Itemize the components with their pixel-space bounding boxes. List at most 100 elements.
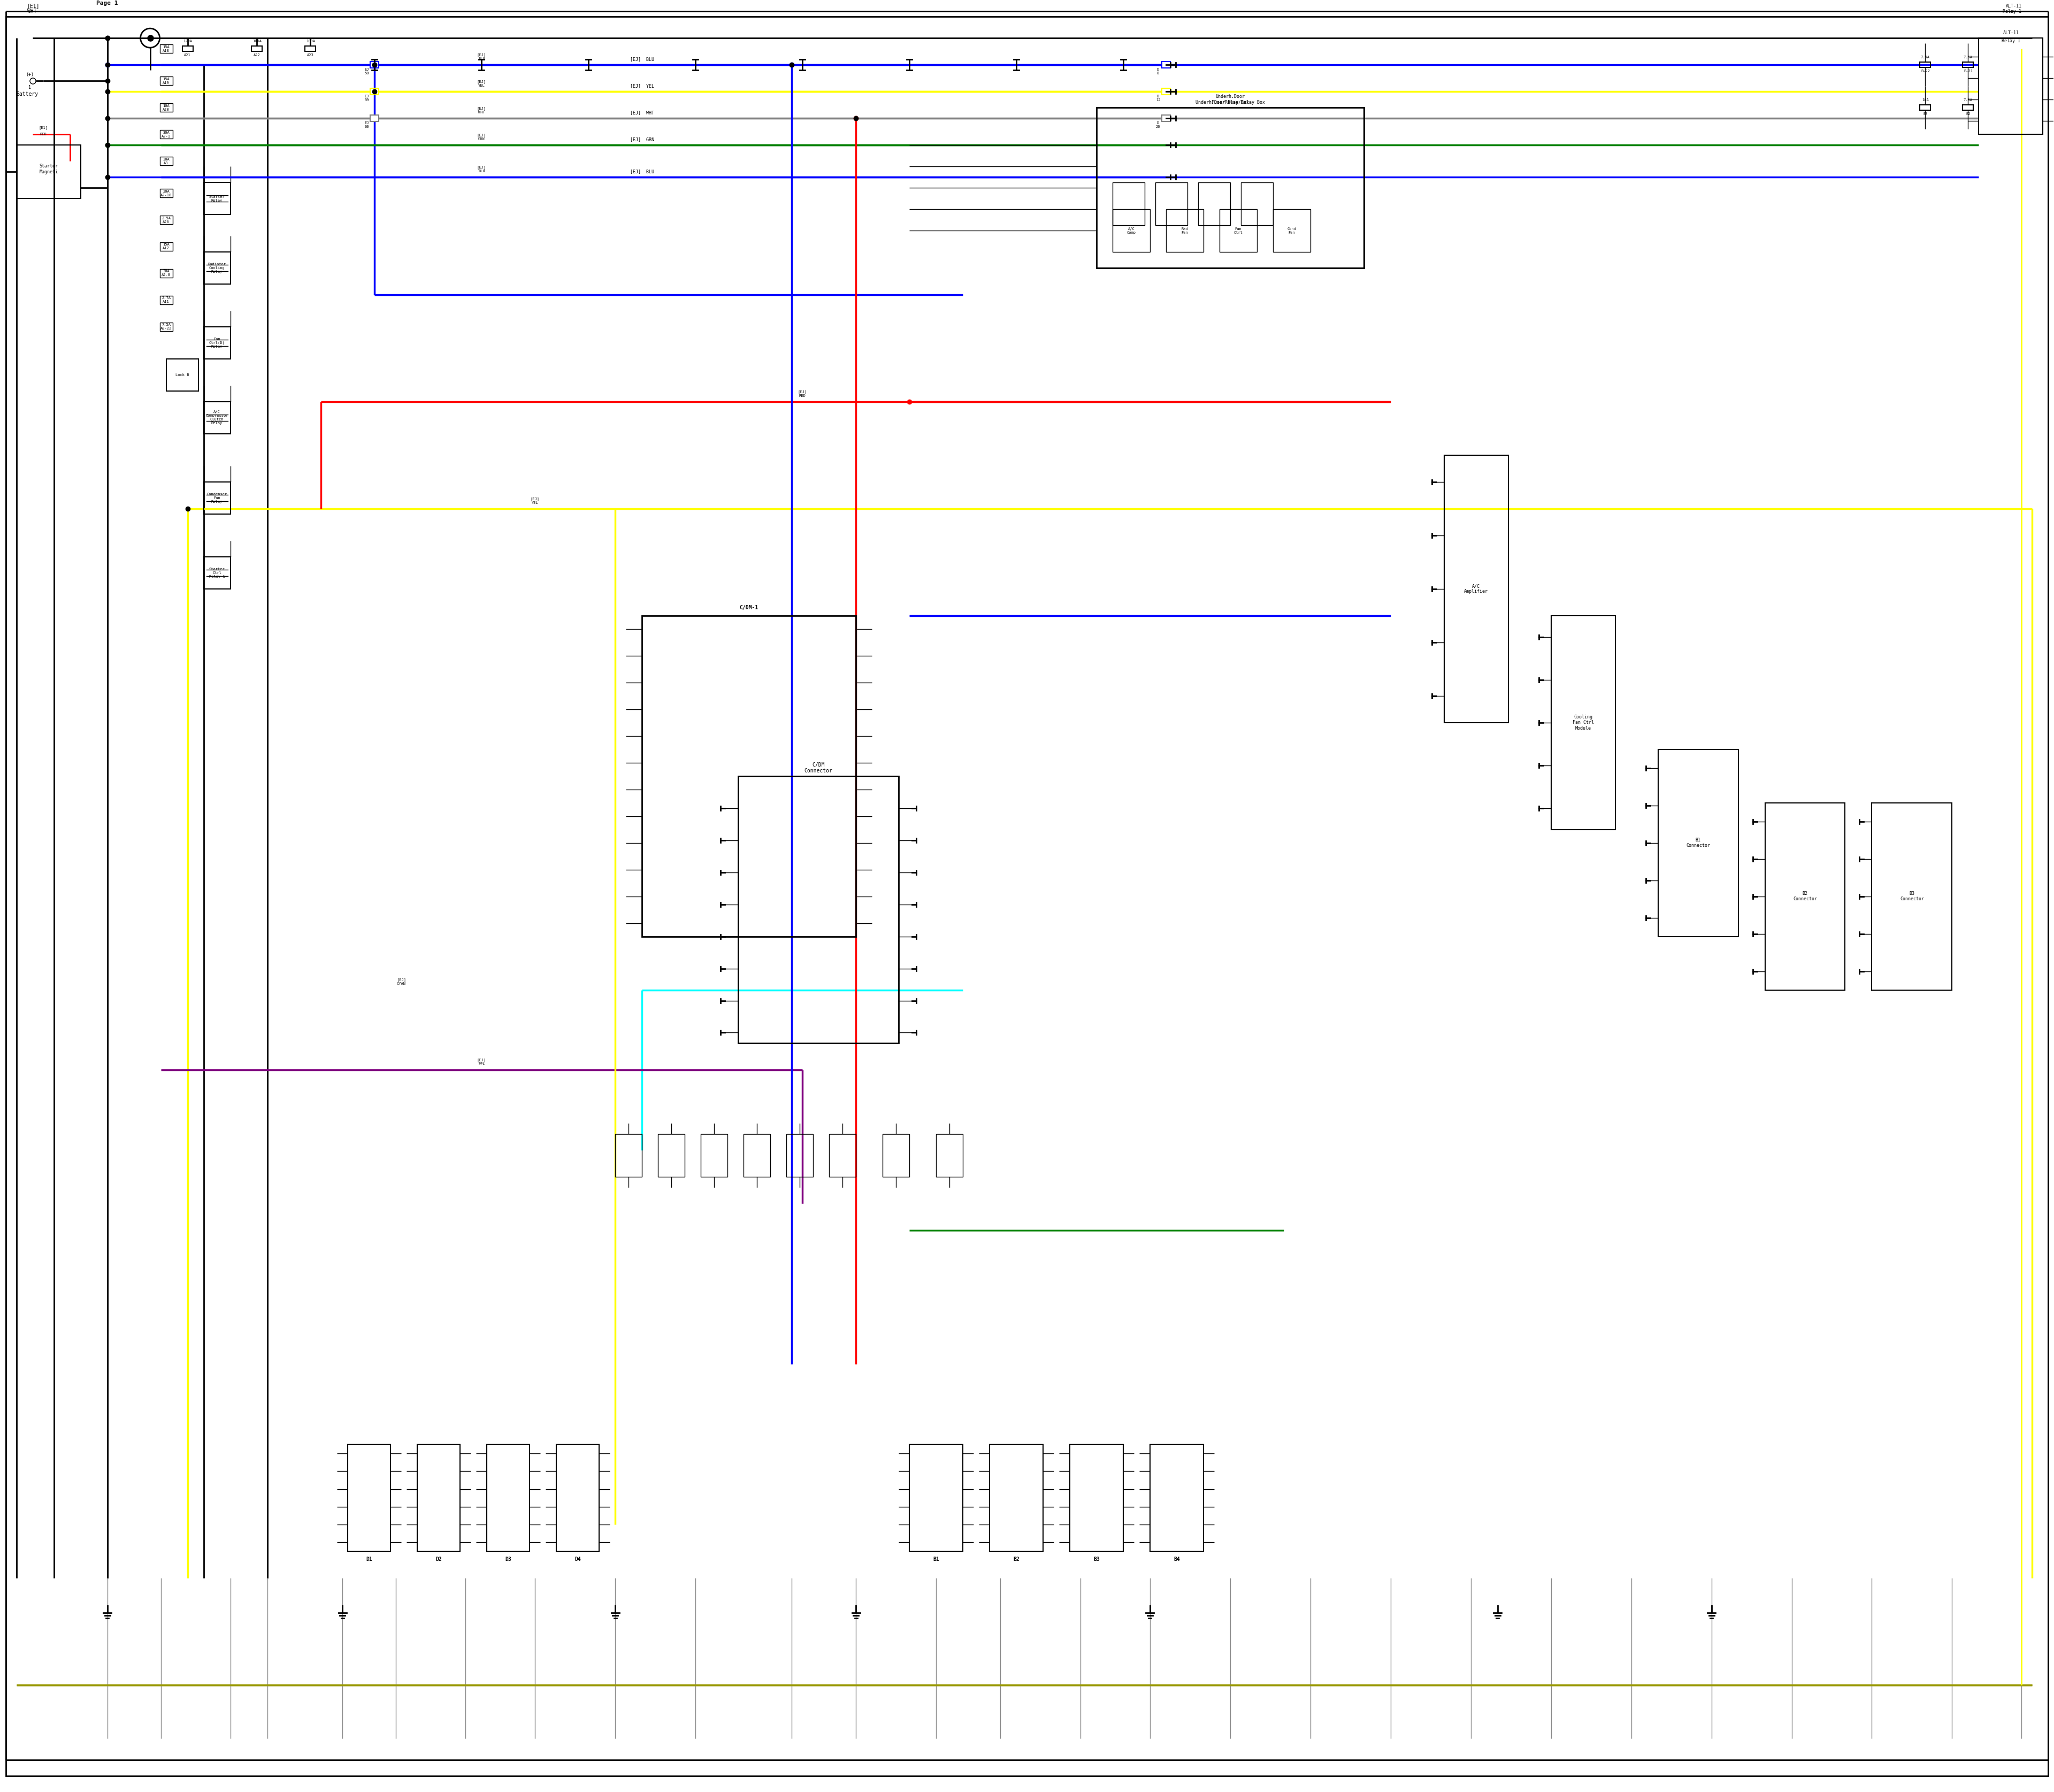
Text: A22: A22 bbox=[253, 54, 261, 57]
Text: A21: A21 bbox=[185, 54, 191, 57]
Bar bbox=[1070, 1444, 1124, 1552]
Bar bbox=[1097, 108, 1364, 269]
Bar bbox=[1273, 210, 1310, 253]
Bar bbox=[787, 1134, 813, 1177]
Text: A/C
Comp: A/C Comp bbox=[1128, 228, 1136, 235]
Bar bbox=[1964, 106, 1974, 111]
Text: EJ
60: EJ 60 bbox=[364, 122, 370, 129]
Text: D2: D2 bbox=[435, 1557, 442, 1563]
Text: 15A
A17: 15A A17 bbox=[162, 244, 170, 251]
Text: B-22: B-22 bbox=[1920, 70, 1931, 73]
Text: 7.5A
A8-22: 7.5A A8-22 bbox=[160, 323, 173, 330]
Bar bbox=[937, 1134, 963, 1177]
Text: A23: A23 bbox=[308, 54, 314, 57]
Text: Rad
Fan: Rad Fan bbox=[1181, 228, 1187, 235]
Bar bbox=[203, 326, 230, 358]
Text: 15A
A19: 15A A19 bbox=[162, 77, 170, 84]
Text: 30A
A2-8: 30A A2-8 bbox=[162, 271, 170, 276]
Bar bbox=[1920, 106, 1931, 111]
Bar bbox=[370, 61, 378, 68]
Text: ALT-11: ALT-11 bbox=[2005, 4, 2021, 9]
Bar bbox=[1167, 210, 1204, 253]
Text: 7.5A: 7.5A bbox=[1964, 56, 1972, 59]
Text: C/DM
Connector: C/DM Connector bbox=[805, 762, 832, 774]
Text: [E1]: [E1] bbox=[27, 4, 39, 9]
Bar bbox=[160, 296, 173, 305]
Bar bbox=[1154, 183, 1187, 226]
Bar bbox=[1764, 803, 1844, 989]
Text: B3: B3 bbox=[1923, 113, 1927, 116]
Bar bbox=[1113, 210, 1150, 253]
Bar bbox=[347, 1444, 390, 1552]
Bar bbox=[1241, 183, 1273, 226]
Text: 2.5A
A26: 2.5A A26 bbox=[162, 217, 170, 224]
Text: [EJ]  GRN: [EJ] GRN bbox=[631, 138, 653, 142]
Bar bbox=[160, 269, 173, 278]
Bar bbox=[1964, 63, 1974, 68]
Bar bbox=[1551, 616, 1614, 830]
Text: D1: D1 bbox=[366, 1557, 372, 1563]
Bar bbox=[203, 557, 230, 590]
Text: B2: B2 bbox=[1966, 113, 1970, 116]
Bar bbox=[203, 482, 230, 514]
Bar bbox=[616, 1134, 643, 1177]
Bar bbox=[253, 47, 263, 52]
Bar bbox=[643, 616, 857, 937]
Bar bbox=[160, 215, 173, 224]
Text: D4: D4 bbox=[575, 1557, 581, 1563]
Bar bbox=[1920, 63, 1931, 68]
Bar bbox=[1150, 1444, 1204, 1552]
Text: 7.5A: 7.5A bbox=[1964, 99, 1972, 102]
Bar bbox=[1163, 115, 1171, 122]
Text: [EJ]
YEL: [EJ] YEL bbox=[530, 496, 540, 504]
Text: D3: D3 bbox=[505, 1557, 511, 1563]
Text: 10A
A20: 10A A20 bbox=[162, 104, 170, 111]
Text: [EJ]  WHT: [EJ] WHT bbox=[631, 111, 653, 115]
Bar bbox=[1113, 183, 1144, 226]
Bar bbox=[160, 242, 173, 251]
Bar bbox=[830, 1134, 857, 1177]
Bar bbox=[910, 1444, 963, 1552]
Text: [EJ]  BLU: [EJ] BLU bbox=[631, 168, 653, 174]
Text: [EJ]
RED: [EJ] RED bbox=[797, 391, 807, 398]
Text: B2
Connector: B2 Connector bbox=[1793, 891, 1818, 901]
Text: Starter
Magneti: Starter Magneti bbox=[39, 163, 58, 174]
Text: B-21: B-21 bbox=[1964, 70, 1972, 73]
Text: Cooling
Fan Ctrl
Module: Cooling Fan Ctrl Module bbox=[1573, 715, 1594, 731]
Text: 120A: 120A bbox=[183, 39, 191, 43]
Text: Page 1: Page 1 bbox=[97, 0, 119, 5]
Bar bbox=[1658, 749, 1738, 937]
Text: [EJ]  BLU: [EJ] BLU bbox=[631, 57, 653, 63]
Text: [EJ]
BLU: [EJ] BLU bbox=[477, 165, 487, 172]
Bar bbox=[16, 145, 80, 199]
Text: B2: B2 bbox=[1013, 1557, 1019, 1563]
Text: 10A: 10A bbox=[1923, 99, 1929, 102]
Text: Battery: Battery bbox=[16, 91, 39, 97]
Bar bbox=[1871, 803, 1951, 989]
Bar bbox=[417, 1444, 460, 1552]
Text: EJ
58: EJ 58 bbox=[364, 68, 370, 75]
Text: EJ
59: EJ 59 bbox=[364, 95, 370, 102]
Text: Underh.Door
Fuse/Relay Box: Underh.Door Fuse/Relay Box bbox=[1212, 95, 1249, 104]
Text: [EJ]  YEL: [EJ] YEL bbox=[631, 84, 653, 88]
Bar bbox=[160, 45, 173, 54]
Bar bbox=[160, 156, 173, 165]
Text: A/C
Amplifier: A/C Amplifier bbox=[1465, 584, 1489, 593]
Text: 30A
A2-1: 30A A2-1 bbox=[162, 131, 170, 138]
Bar bbox=[1163, 88, 1171, 95]
Text: 100A: 100A bbox=[253, 39, 261, 43]
Text: 30A
A3: 30A A3 bbox=[162, 158, 170, 165]
Text: B1
Connector: B1 Connector bbox=[1686, 837, 1711, 848]
Bar bbox=[160, 323, 173, 332]
Bar bbox=[657, 1134, 684, 1177]
Text: [EJ]
CYAN: [EJ] CYAN bbox=[396, 978, 407, 986]
Text: [E1]: [E1] bbox=[39, 125, 47, 129]
Bar bbox=[203, 401, 230, 434]
Bar bbox=[160, 104, 173, 111]
Text: B3: B3 bbox=[1093, 1557, 1099, 1563]
Bar bbox=[557, 1444, 600, 1552]
Bar bbox=[160, 77, 173, 84]
Text: Fan
Ctrl(D)
Relay: Fan Ctrl(D) Relay bbox=[210, 337, 224, 348]
Bar bbox=[203, 183, 230, 215]
Text: [EJ]
BLU: [EJ] BLU bbox=[477, 54, 487, 61]
